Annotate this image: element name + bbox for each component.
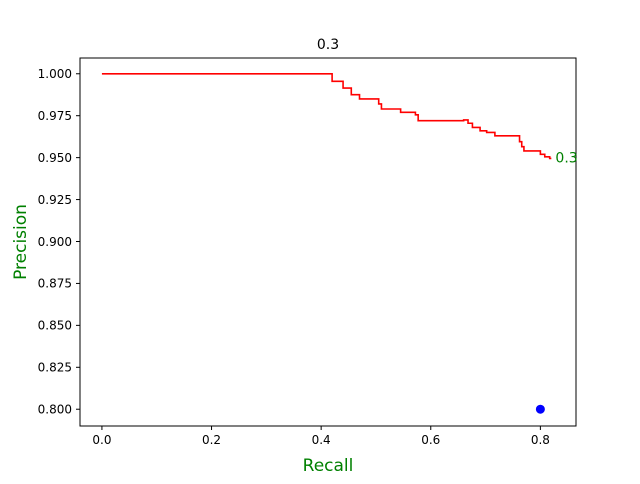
- x-tick-label: 0.6: [421, 433, 440, 447]
- x-axis-ticks: 0.0 0.2 0.4 0.6 0.8: [92, 426, 550, 447]
- x-tick-label: 0.2: [202, 433, 221, 447]
- y-tick-label: 0.950: [38, 151, 72, 165]
- operating-point-marker: [535, 404, 545, 414]
- y-tick-label: 1.000: [38, 67, 72, 81]
- x-tick-label: 0.4: [312, 433, 331, 447]
- y-tick-label: 0.850: [38, 319, 72, 333]
- chart-title: 0.3: [317, 37, 339, 53]
- x-axis-label: Recall: [303, 456, 354, 476]
- axes-frame: [79, 57, 577, 427]
- pr-curve-line-0: [101, 72, 552, 160]
- y-tick-label: 0.925: [38, 193, 72, 207]
- x-tick-label: 0.8: [531, 433, 550, 447]
- y-tick-label: 0.825: [38, 361, 72, 375]
- y-tick-label: 0.800: [38, 403, 72, 417]
- y-tick-label: 0.875: [38, 277, 72, 291]
- x-tick-label: 0.0: [92, 433, 111, 447]
- curve-threshold-annotation: 0.3: [555, 151, 577, 167]
- y-axis-ticks: 0.800 0.825 0.850 0.875 0.900 0.925 0.950 0.975…: [38, 67, 80, 417]
- y-tick-label: 0.900: [38, 235, 72, 249]
- plot-area: [101, 72, 552, 414]
- y-axis-label: Precision: [11, 204, 31, 280]
- y-tick-label: 0.975: [38, 109, 72, 123]
